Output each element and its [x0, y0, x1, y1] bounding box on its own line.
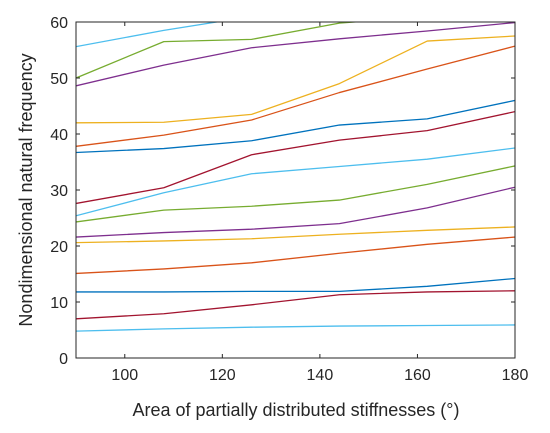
y-tick-label: 10 — [50, 295, 68, 312]
y-axis-label: Nondimensional natural frequency — [16, 53, 36, 326]
series-line-7 — [76, 165, 515, 223]
series-line-6 — [76, 186, 515, 238]
series-line-13 — [76, 22, 515, 87]
y-tick-label: 50 — [50, 71, 68, 88]
series-line-8 — [76, 147, 515, 217]
y-tick-label: 30 — [50, 183, 68, 200]
x-axis-label: Area of partially distributed stiffnesse… — [132, 400, 459, 420]
x-tick-label: 180 — [502, 367, 529, 384]
x-tick-label: 160 — [404, 367, 431, 384]
y-tick-label: 20 — [50, 239, 68, 256]
y-tick-label: 40 — [50, 127, 68, 144]
series-line-1 — [76, 324, 515, 332]
series-line-9 — [76, 110, 515, 205]
series-line-14 — [76, 22, 363, 79]
y-axis-ticks: 0 10 20 30 40 50 60 — [50, 15, 515, 368]
series-line-4 — [76, 236, 515, 275]
series-line-11 — [76, 45, 515, 147]
series-line-2 — [76, 290, 515, 320]
series-line-10 — [76, 99, 515, 154]
x-axis-ticks: 100 120 140 160 180 — [111, 22, 528, 384]
x-tick-label: 120 — [209, 367, 236, 384]
series-line-5 — [76, 226, 515, 244]
x-tick-label: 140 — [307, 367, 334, 384]
series-layer — [76, 22, 515, 332]
y-tick-label: 0 — [59, 351, 68, 368]
x-tick-label: 100 — [111, 367, 138, 384]
plot-background — [76, 22, 515, 358]
y-tick-label: 60 — [50, 15, 68, 32]
series-line-3 — [76, 277, 515, 293]
series-line-15 — [76, 22, 221, 48]
series-line-12 — [76, 35, 515, 124]
